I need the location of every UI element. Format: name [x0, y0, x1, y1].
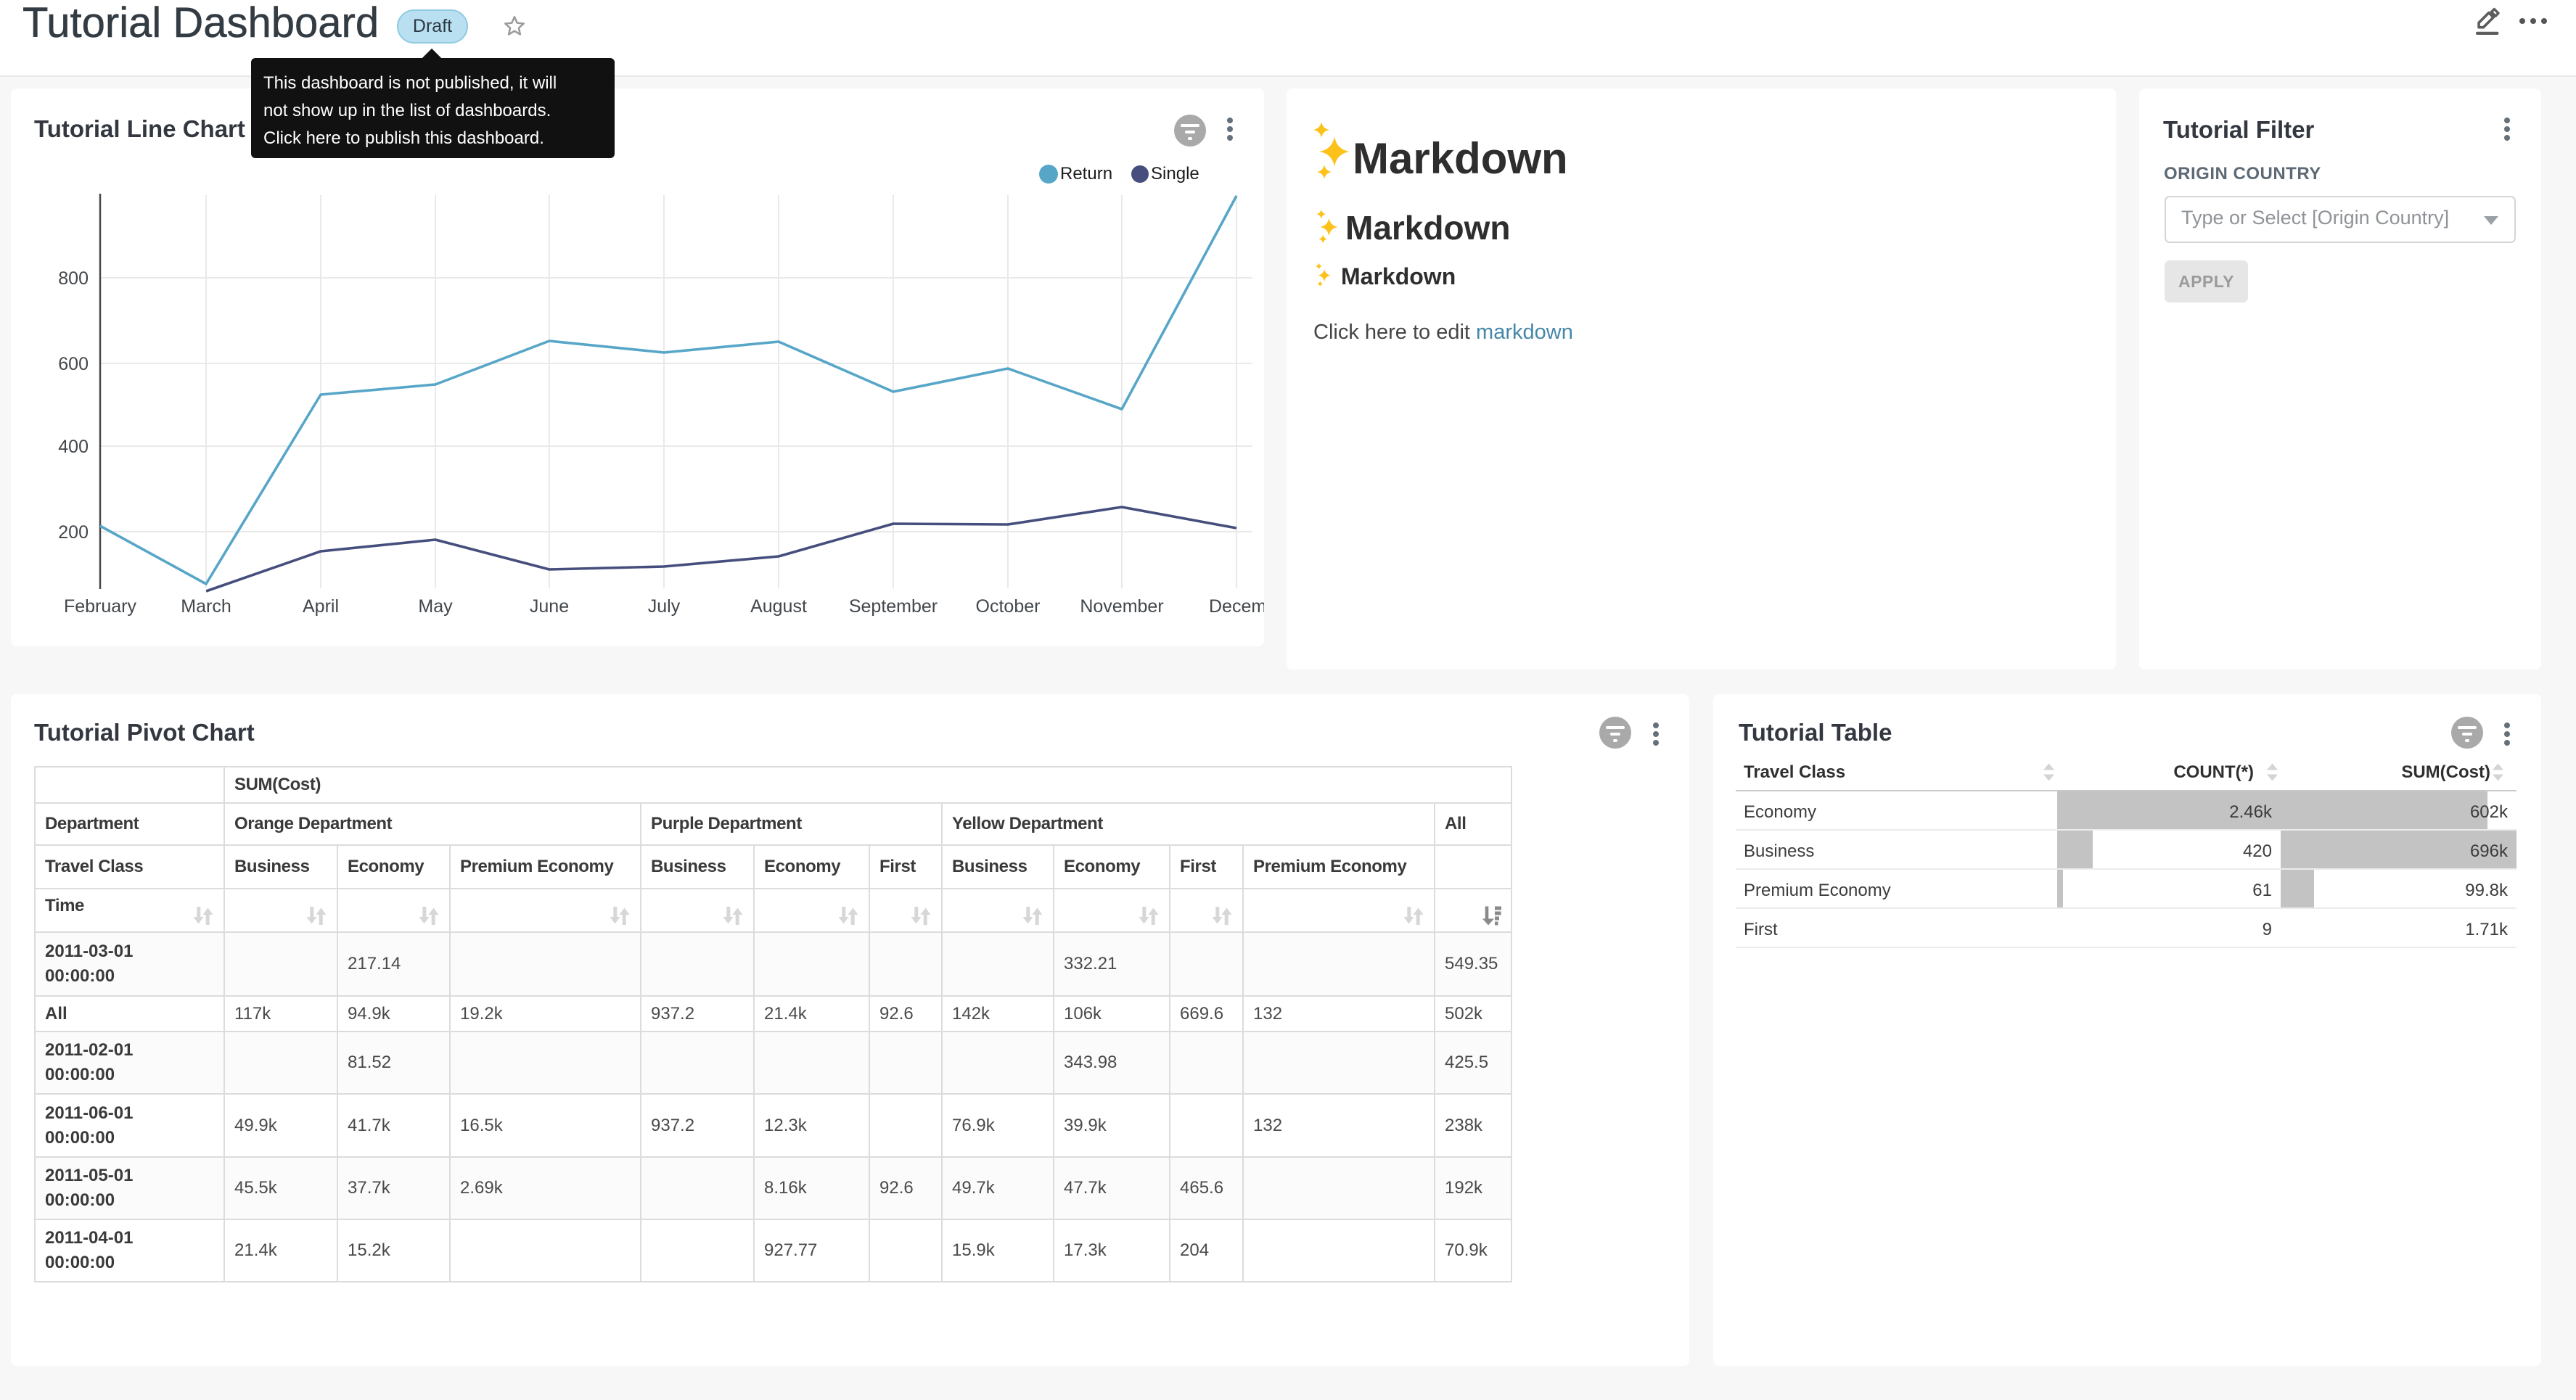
svg-text:June: June	[530, 596, 569, 617]
svg-text:August: August	[750, 596, 807, 617]
svg-text:November: November	[1080, 596, 1163, 617]
svg-text:September: September	[849, 596, 938, 617]
svg-text:400: 400	[58, 437, 89, 457]
svg-text:February: February	[64, 596, 137, 617]
svg-text:200: 200	[58, 522, 89, 543]
svg-text:March: March	[181, 596, 231, 617]
svg-text:800: 800	[58, 268, 89, 289]
svg-text:600: 600	[58, 354, 89, 374]
svg-text:May: May	[418, 596, 453, 617]
svg-text:April: April	[303, 596, 339, 617]
svg-text:October: October	[976, 596, 1041, 617]
svg-text:July: July	[648, 596, 681, 617]
svg-text:December: December	[1209, 596, 1264, 617]
